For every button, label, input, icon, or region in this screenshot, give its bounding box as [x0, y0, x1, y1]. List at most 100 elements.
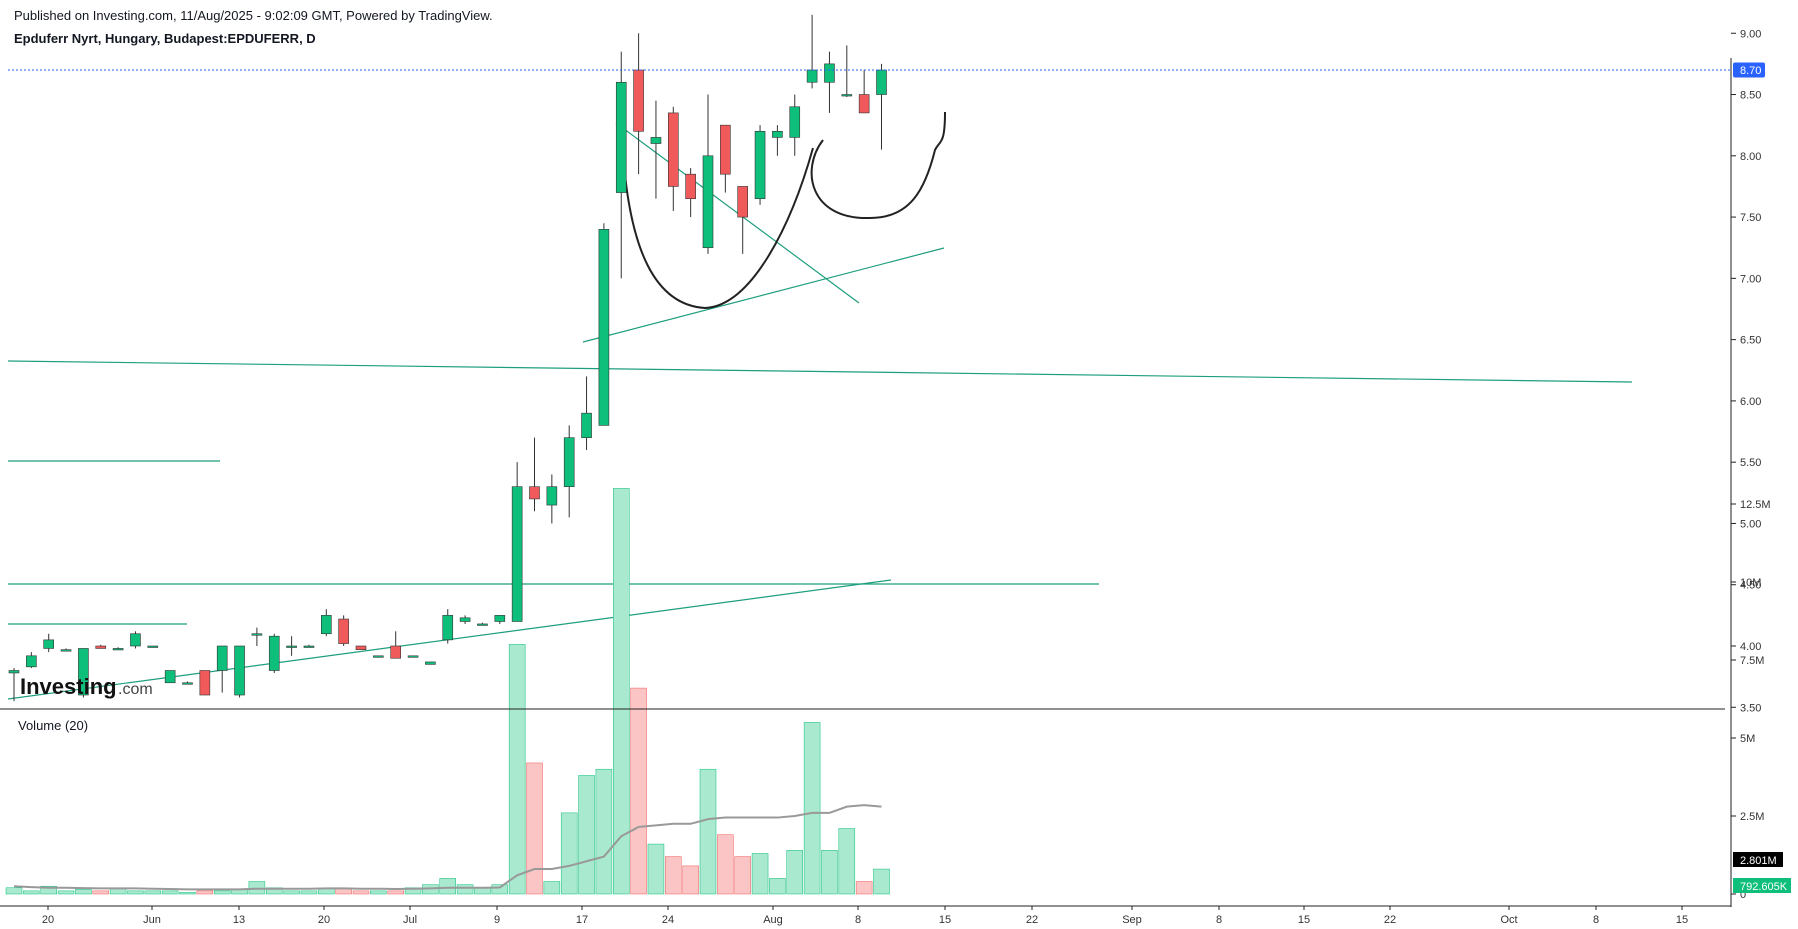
time-tick-label: 15: [939, 914, 951, 926]
time-tick-label: 24: [662, 914, 674, 926]
volume-ma-line: [13, 804, 882, 891]
published-caption: Published on Investing.com, 11/Aug/2025 …: [14, 8, 493, 23]
price-tick-label: 4.50: [1740, 580, 1761, 592]
volume-bar: [803, 722, 821, 895]
volume-bar: [179, 892, 196, 895]
volume-bar: [213, 890, 231, 895]
volume-bar: [855, 881, 873, 895]
trend-line: [7, 360, 1633, 383]
watermark-brand: Investing: [20, 674, 117, 699]
volume-tick-label: 7.5M: [1740, 655, 1764, 667]
candle-body: [702, 155, 714, 249]
candle-body: [130, 633, 141, 647]
time-tick-label: Jun: [143, 914, 161, 926]
candle-body: [650, 137, 662, 144]
volume-bar: [838, 828, 856, 895]
time-tick-label: Sep: [1122, 914, 1142, 926]
volume-bar: [300, 890, 318, 895]
price-tick-label: 9.00: [1740, 28, 1761, 40]
time-tick-label: 17: [576, 914, 588, 926]
volume-pane-label: Volume (20): [18, 718, 88, 733]
volume-bar: [751, 853, 769, 895]
volume-bar: [370, 890, 387, 895]
candle-body: [685, 173, 696, 199]
price-axis[interactable]: 3.50 4.00 4.50 5.00 5.50 6.00 6.50 7.00 7.50 8.00…: [1731, 0, 1761, 714]
candle-body: [772, 130, 783, 138]
candle-body: [841, 94, 853, 97]
trend-drawings[interactable]: [7, 111, 1633, 700]
time-tick-label: 22: [1026, 914, 1038, 926]
candle-body: [459, 617, 471, 622]
time-tick-label: 13: [233, 914, 245, 926]
candle-body: [234, 645, 245, 696]
price-tick-label: 6.50: [1740, 335, 1761, 347]
volume-bar: [161, 890, 179, 895]
volume-tick-label: 5M: [1740, 733, 1755, 745]
candle-body: [563, 437, 575, 487]
volume-bar: [456, 884, 474, 895]
candle-body: [95, 645, 107, 649]
candle-body: [425, 661, 436, 665]
candle-body: [581, 412, 592, 438]
candle-body: [320, 615, 332, 635]
time-tick-label: 9: [494, 914, 500, 926]
time-tick-label: Aug: [763, 914, 783, 926]
candle-body: [494, 615, 506, 622]
volume-axis: 0 2.5M 5M 7.5M 10M 12.5M: [1731, 499, 1771, 901]
volume-bar: [508, 644, 526, 895]
candle-body: [355, 645, 367, 650]
candle-body: [511, 486, 523, 622]
price-tick-label: 3.50: [1740, 702, 1761, 714]
last-price-label: 8.70: [1740, 65, 1761, 77]
candle-body: [390, 645, 402, 659]
volume-bar: [786, 850, 803, 895]
candle-body: [824, 63, 835, 83]
candle-body: [529, 486, 540, 500]
volume-bar: [682, 865, 699, 895]
volume-bar: [613, 488, 630, 895]
candle-body: [26, 655, 37, 668]
volume-tick-label: 12.5M: [1740, 499, 1771, 511]
trend-line: [582, 247, 945, 343]
price-tick-label: 5.50: [1740, 457, 1761, 469]
volume-bar: [630, 687, 647, 895]
candle-body: [8, 670, 20, 674]
time-tick-label: Jul: [403, 914, 417, 926]
volume-series: [5, 488, 890, 895]
volume-last-value: 792.605K: [1740, 881, 1788, 893]
candle-body: [268, 635, 280, 671]
candlestick-series: [8, 14, 887, 702]
volume-bar: [665, 856, 682, 895]
volume-bar: [57, 890, 75, 895]
time-tick-label: 8: [1593, 914, 1599, 926]
volume-bar: [387, 890, 404, 895]
candle-body: [338, 618, 349, 644]
volume-bar: [647, 843, 665, 895]
candle-body: [251, 633, 263, 636]
candle-body: [876, 69, 887, 95]
candle-body: [199, 670, 211, 696]
time-tick-label: 22: [1384, 914, 1396, 926]
volume-bar: [40, 885, 57, 895]
time-tick-label: 15: [1676, 914, 1688, 926]
time-axis[interactable]: 20 Jun 13 20 Jul 9 17 24 Aug 8 15 22 Sep 8 15 22 Oct 8 15: [42, 906, 1688, 926]
candle-body: [407, 655, 419, 658]
investing-watermark: Investing .com: [20, 674, 153, 699]
cup-pattern-left: [622, 147, 814, 310]
time-tick-label: 8: [1216, 914, 1222, 926]
volume-bar: [491, 884, 509, 895]
candle-body: [667, 112, 679, 187]
chart-header: Published on Investing.com, 11/Aug/2025 …: [14, 8, 493, 46]
volume-bar: [127, 890, 144, 895]
volume-tick-label: 2.5M: [1740, 811, 1764, 823]
candle-body: [633, 69, 644, 132]
volume-bar: [769, 878, 786, 895]
candle-body: [147, 645, 159, 648]
symbol-title[interactable]: Epduferr Nyrt, Hungary, Budapest:EPDUFER…: [14, 31, 316, 46]
price-tick-label: 7.00: [1740, 273, 1761, 285]
candle-body: [112, 648, 124, 651]
last-price-badge: 8.70: [1733, 62, 1765, 78]
volume-bar: [23, 890, 40, 895]
time-tick-label: 20: [318, 914, 330, 926]
